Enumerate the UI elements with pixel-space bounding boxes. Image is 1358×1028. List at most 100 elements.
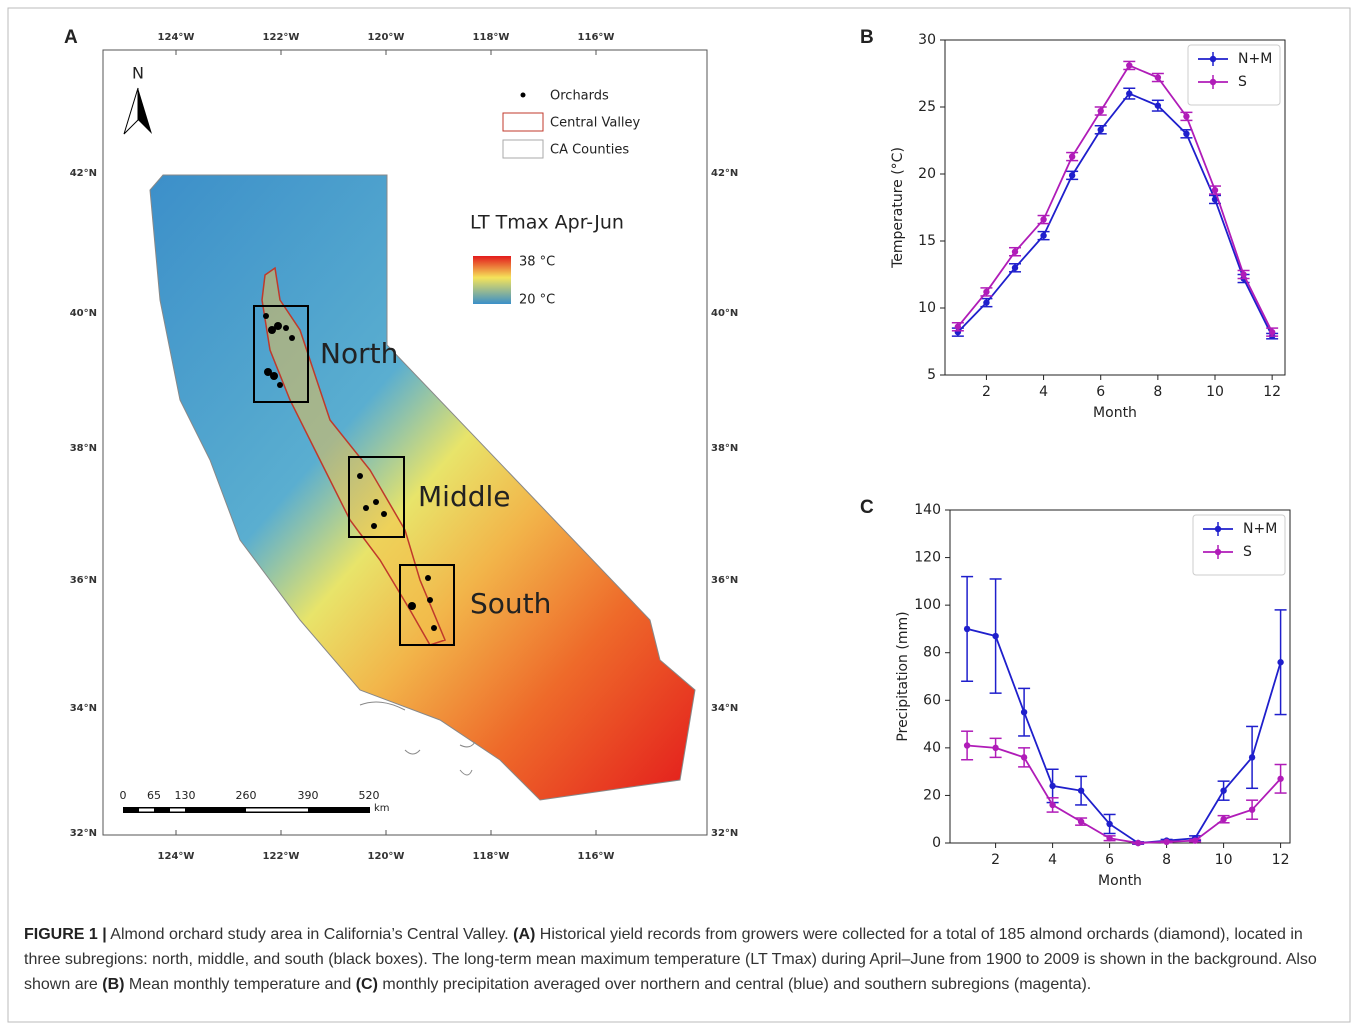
point bbox=[1126, 62, 1133, 69]
panel-letter: C bbox=[860, 497, 874, 518]
x-tick-label: 12 bbox=[1272, 852, 1290, 868]
point bbox=[1154, 102, 1162, 109]
plot-frame bbox=[944, 39, 1286, 376]
lat-label: 42°N bbox=[70, 168, 97, 179]
x-tick-label: 2 bbox=[991, 852, 1000, 868]
y-tick-label: 100 bbox=[914, 597, 941, 613]
caption-ref: (C) bbox=[355, 976, 378, 993]
point bbox=[963, 742, 971, 749]
orchards bbox=[263, 313, 437, 631]
point bbox=[1126, 90, 1133, 97]
point bbox=[1220, 816, 1227, 823]
y-tick-label: 25 bbox=[918, 99, 936, 115]
point bbox=[1183, 130, 1190, 137]
point bbox=[983, 288, 990, 296]
point bbox=[1020, 754, 1028, 761]
legend-label: N+M bbox=[1238, 51, 1272, 67]
region-label: Middle bbox=[418, 480, 511, 513]
region-label: North bbox=[320, 337, 398, 370]
north-arrow bbox=[138, 88, 152, 134]
y-tick-label: 5 bbox=[927, 367, 936, 383]
lat-label: 40°N bbox=[711, 308, 738, 319]
point bbox=[1068, 153, 1076, 160]
point bbox=[1154, 74, 1162, 81]
scale-unit: km bbox=[374, 803, 390, 814]
x-axis-label: Month bbox=[1098, 873, 1142, 889]
colorbar-label: 38 °C bbox=[519, 255, 555, 270]
y-tick-label: 80 bbox=[923, 645, 941, 661]
point bbox=[1106, 820, 1113, 828]
x-tick-label: 6 bbox=[1105, 852, 1114, 868]
scale-bar bbox=[123, 807, 370, 813]
point bbox=[992, 632, 999, 640]
lat-label: 42°N bbox=[711, 168, 738, 179]
legend-label: S bbox=[1238, 74, 1247, 90]
islands bbox=[359, 701, 476, 776]
caption-ref: (A) bbox=[513, 926, 536, 943]
legend-label: S bbox=[1243, 544, 1252, 560]
region-box bbox=[399, 564, 455, 646]
y-tick-label: 15 bbox=[918, 233, 936, 249]
scale-label: 130 bbox=[175, 789, 196, 802]
panel-letter: A bbox=[64, 27, 78, 48]
lon-label: 120°W bbox=[368, 851, 405, 862]
x-tick-label: 6 bbox=[1096, 384, 1105, 400]
point bbox=[963, 625, 971, 633]
point bbox=[1020, 708, 1028, 716]
y-axis-label: Precipitation (mm) bbox=[895, 611, 911, 741]
point bbox=[1277, 659, 1284, 666]
lat-label: 36°N bbox=[70, 575, 97, 586]
point bbox=[1040, 216, 1047, 223]
x-tick-label: 10 bbox=[1206, 384, 1224, 400]
plot-frame bbox=[949, 509, 1291, 844]
lat-label: 34°N bbox=[70, 703, 97, 714]
caption-text: Almond orchard study area in California’… bbox=[106, 926, 514, 943]
point bbox=[1248, 754, 1256, 761]
y-tick-label: 20 bbox=[918, 166, 936, 182]
y-tick-label: 0 bbox=[932, 835, 941, 851]
point bbox=[1183, 113, 1190, 120]
point bbox=[1134, 839, 1142, 847]
legend-label: CA Counties bbox=[550, 143, 629, 158]
figure-frame bbox=[7, 7, 1351, 1023]
lon-label: 116°W bbox=[578, 851, 615, 862]
lat-label: 32°N bbox=[70, 828, 97, 839]
series-line bbox=[957, 92, 1273, 337]
point bbox=[954, 323, 962, 330]
lat-label: 38°N bbox=[70, 443, 97, 454]
x-tick-label: 12 bbox=[1263, 384, 1281, 400]
series-line bbox=[966, 628, 1282, 844]
legend-swatch bbox=[1209, 55, 1217, 63]
caption-label: FIGURE 1 | bbox=[24, 926, 107, 943]
point bbox=[1049, 801, 1056, 809]
lat-label: 32°N bbox=[711, 828, 738, 839]
point bbox=[1049, 782, 1056, 790]
caption: FIGURE 1 | Almond orchard study area in … bbox=[24, 922, 1334, 997]
x-tick-label: 8 bbox=[1162, 852, 1171, 868]
lon-label: 122°W bbox=[263, 32, 300, 43]
lon-label: 116°W bbox=[578, 32, 615, 43]
point bbox=[1211, 186, 1219, 194]
x-tick-label: 8 bbox=[1153, 384, 1162, 400]
scale-label: 520 bbox=[359, 789, 380, 802]
north-label: N bbox=[132, 64, 144, 83]
point bbox=[1163, 838, 1170, 846]
y-tick-label: 40 bbox=[923, 740, 941, 756]
y-tick-label: 10 bbox=[918, 300, 936, 316]
legend-swatch bbox=[1209, 78, 1217, 86]
legend-label: N+M bbox=[1243, 521, 1277, 537]
legend-marker bbox=[520, 92, 526, 98]
lat-label: 36°N bbox=[711, 575, 738, 586]
caption-text: Historical yield records from growers we… bbox=[24, 926, 1317, 993]
caption-text: Mean monthly temperature and bbox=[124, 976, 356, 993]
y-axis-label: Temperature (°C) bbox=[890, 147, 906, 269]
x-axis-label: Month bbox=[1093, 405, 1137, 421]
legend-swatch bbox=[1214, 525, 1222, 533]
series-line bbox=[957, 64, 1273, 333]
caption-text: monthly precipitation averaged over nort… bbox=[377, 976, 1092, 993]
point bbox=[1277, 775, 1284, 782]
point bbox=[1240, 271, 1247, 278]
scale-label: 0 bbox=[120, 789, 127, 802]
